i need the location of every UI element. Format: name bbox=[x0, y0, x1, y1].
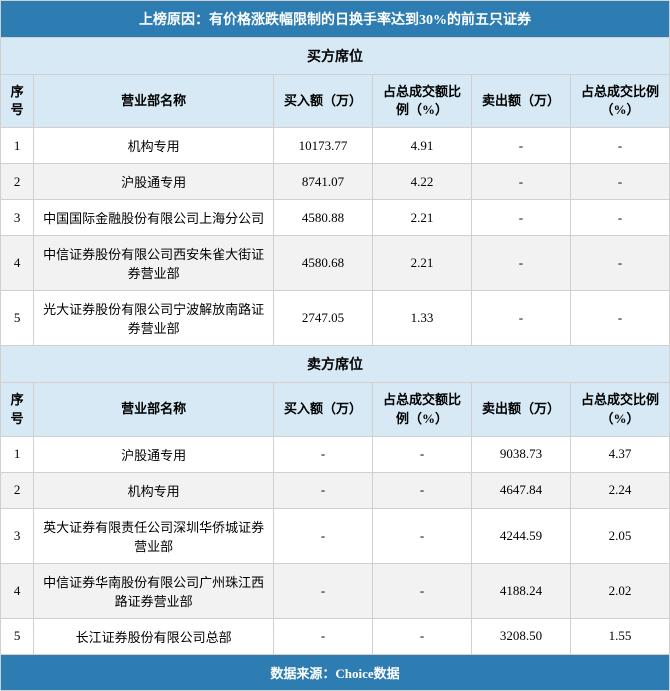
cell-sell_amt: 4188.24 bbox=[471, 563, 570, 618]
cell-name: 沪股通专用 bbox=[34, 436, 274, 472]
cell-seq: 5 bbox=[1, 291, 34, 346]
footer-row: 数据来源：Choice数据 bbox=[1, 654, 670, 690]
table-row: 5长江证券股份有限公司总部--3208.501.55 bbox=[1, 618, 670, 654]
cell-sell_amt: 4244.59 bbox=[471, 508, 570, 563]
cell-buy_amt: 10173.77 bbox=[274, 128, 373, 164]
cell-seq: 5 bbox=[1, 618, 34, 654]
table-row: 2机构专用--4647.842.24 bbox=[1, 472, 670, 508]
cell-buy_amt: - bbox=[274, 436, 373, 472]
header-seq: 序号 bbox=[1, 383, 34, 436]
cell-sell_amt: - bbox=[471, 128, 570, 164]
table-row: 1沪股通专用--9038.734.37 bbox=[1, 436, 670, 472]
cell-name: 机构专用 bbox=[34, 472, 274, 508]
cell-name: 中国国际金融股份有限公司上海分公司 bbox=[34, 200, 274, 236]
table-row: 4中信证券华南股份有限公司广州珠江西路证券营业部--4188.242.02 bbox=[1, 563, 670, 618]
header-buy-pct: 占总成交额比例（%） bbox=[373, 383, 472, 436]
cell-sell_amt: 4647.84 bbox=[471, 472, 570, 508]
cell-name: 中信证券华南股份有限公司广州珠江西路证券营业部 bbox=[34, 563, 274, 618]
table-row: 3英大证券有限责任公司深圳华侨城证券营业部--4244.592.05 bbox=[1, 508, 670, 563]
cell-buy_amt: 8741.07 bbox=[274, 164, 373, 200]
data-table: 上榜原因：有价格涨跌幅限制的日换手率达到30%的前五只证券 买方席位 序号 营业… bbox=[0, 0, 670, 691]
header-sell-pct: 占总成交比例（%） bbox=[570, 75, 669, 128]
cell-name: 光大证券股份有限公司宁波解放南路证券营业部 bbox=[34, 291, 274, 346]
table-row: 1机构专用10173.774.91-- bbox=[1, 128, 670, 164]
cell-sell_pct: - bbox=[570, 291, 669, 346]
cell-buy_pct: - bbox=[373, 618, 472, 654]
header-sell-amt: 卖出额（万） bbox=[471, 75, 570, 128]
cell-sell_amt: - bbox=[471, 291, 570, 346]
cell-buy_amt: - bbox=[274, 508, 373, 563]
cell-sell_pct: - bbox=[570, 164, 669, 200]
cell-buy_amt: 2747.05 bbox=[274, 291, 373, 346]
table-container: 上榜原因：有价格涨跌幅限制的日换手率达到30%的前五只证券 买方席位 序号 营业… bbox=[0, 0, 670, 691]
cell-sell_amt: 3208.50 bbox=[471, 618, 570, 654]
header-name: 营业部名称 bbox=[34, 75, 274, 128]
cell-buy_pct: - bbox=[373, 508, 472, 563]
header-name: 营业部名称 bbox=[34, 383, 274, 436]
cell-sell_amt: 9038.73 bbox=[471, 436, 570, 472]
header-buy-amt: 买入额（万） bbox=[274, 75, 373, 128]
footer-text: 数据来源：Choice数据 bbox=[1, 654, 670, 690]
cell-seq: 4 bbox=[1, 236, 34, 291]
cell-buy_amt: 4580.88 bbox=[274, 200, 373, 236]
cell-sell_pct: - bbox=[570, 200, 669, 236]
header-buy-pct: 占总成交额比例（%） bbox=[373, 75, 472, 128]
seller-header-row: 序号 营业部名称 买入额（万） 占总成交额比例（%） 卖出额（万） 占总成交比例… bbox=[1, 383, 670, 436]
cell-buy_amt: - bbox=[274, 563, 373, 618]
table-row: 2沪股通专用8741.074.22-- bbox=[1, 164, 670, 200]
cell-sell_amt: - bbox=[471, 236, 570, 291]
cell-buy_pct: 1.33 bbox=[373, 291, 472, 346]
cell-name: 长江证券股份有限公司总部 bbox=[34, 618, 274, 654]
cell-seq: 2 bbox=[1, 164, 34, 200]
cell-seq: 4 bbox=[1, 563, 34, 618]
header-sell-pct: 占总成交比例（%） bbox=[570, 383, 669, 436]
cell-name: 机构专用 bbox=[34, 128, 274, 164]
cell-buy_amt: - bbox=[274, 472, 373, 508]
cell-sell_pct: 2.05 bbox=[570, 508, 669, 563]
header-buy-amt: 买入额（万） bbox=[274, 383, 373, 436]
cell-seq: 3 bbox=[1, 508, 34, 563]
cell-sell_pct: 2.24 bbox=[570, 472, 669, 508]
cell-buy_amt: 4580.68 bbox=[274, 236, 373, 291]
buyer-section-row: 买方席位 bbox=[1, 38, 670, 75]
cell-buy_pct: 4.22 bbox=[373, 164, 472, 200]
cell-buy_pct: - bbox=[373, 472, 472, 508]
buyer-section-label: 买方席位 bbox=[1, 38, 670, 75]
cell-sell_pct: 1.55 bbox=[570, 618, 669, 654]
cell-name: 英大证券有限责任公司深圳华侨城证券营业部 bbox=[34, 508, 274, 563]
cell-seq: 3 bbox=[1, 200, 34, 236]
cell-buy_pct: - bbox=[373, 563, 472, 618]
table-row: 3中国国际金融股份有限公司上海分公司4580.882.21-- bbox=[1, 200, 670, 236]
table-title: 上榜原因：有价格涨跌幅限制的日换手率达到30%的前五只证券 bbox=[1, 1, 670, 38]
cell-sell_pct: - bbox=[570, 236, 669, 291]
cell-buy_pct: 2.21 bbox=[373, 236, 472, 291]
cell-sell_amt: - bbox=[471, 164, 570, 200]
cell-buy_pct: 2.21 bbox=[373, 200, 472, 236]
cell-name: 沪股通专用 bbox=[34, 164, 274, 200]
title-row: 上榜原因：有价格涨跌幅限制的日换手率达到30%的前五只证券 bbox=[1, 1, 670, 38]
cell-seq: 1 bbox=[1, 436, 34, 472]
cell-buy_pct: - bbox=[373, 436, 472, 472]
cell-sell_amt: - bbox=[471, 200, 570, 236]
cell-sell_pct: 4.37 bbox=[570, 436, 669, 472]
cell-seq: 1 bbox=[1, 128, 34, 164]
cell-seq: 2 bbox=[1, 472, 34, 508]
header-seq: 序号 bbox=[1, 75, 34, 128]
cell-sell_pct: - bbox=[570, 128, 669, 164]
seller-section-label: 卖方席位 bbox=[1, 346, 670, 383]
cell-buy_amt: - bbox=[274, 618, 373, 654]
table-row: 5光大证券股份有限公司宁波解放南路证券营业部2747.051.33-- bbox=[1, 291, 670, 346]
seller-section-row: 卖方席位 bbox=[1, 346, 670, 383]
cell-buy_pct: 4.91 bbox=[373, 128, 472, 164]
header-sell-amt: 卖出额（万） bbox=[471, 383, 570, 436]
buyer-header-row: 序号 营业部名称 买入额（万） 占总成交额比例（%） 卖出额（万） 占总成交比例… bbox=[1, 75, 670, 128]
table-row: 4中信证券股份有限公司西安朱雀大街证券营业部4580.682.21-- bbox=[1, 236, 670, 291]
cell-name: 中信证券股份有限公司西安朱雀大街证券营业部 bbox=[34, 236, 274, 291]
cell-sell_pct: 2.02 bbox=[570, 563, 669, 618]
